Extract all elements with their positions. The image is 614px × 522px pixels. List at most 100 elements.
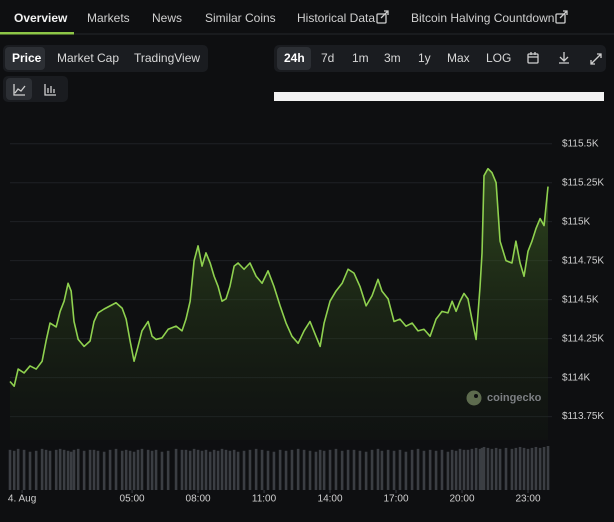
volume-bar bbox=[12, 450, 16, 490]
tab[interactable]: News bbox=[152, 11, 182, 25]
range-button[interactable]: 3m bbox=[384, 51, 401, 65]
fullscreen-button[interactable] bbox=[590, 53, 602, 65]
volume-bar bbox=[474, 447, 478, 490]
volume-bar bbox=[228, 450, 232, 490]
volume-bar bbox=[454, 450, 458, 490]
tab[interactable]: Bitcoin Halving Countdown bbox=[411, 11, 554, 25]
tab[interactable]: Markets bbox=[87, 11, 130, 25]
calendar-button[interactable] bbox=[527, 52, 539, 64]
view-button[interactable]: Price bbox=[12, 51, 42, 65]
range-slider[interactable] bbox=[274, 92, 604, 101]
volume-bar bbox=[546, 446, 550, 490]
volume-bar bbox=[146, 449, 150, 490]
volume-bar bbox=[260, 449, 264, 490]
volume-bar bbox=[480, 447, 484, 490]
tab[interactable]: Historical Data bbox=[297, 11, 375, 25]
volume-bar bbox=[150, 450, 154, 490]
range-button[interactable]: 7d bbox=[321, 51, 334, 65]
x-tick-label: 08:00 bbox=[186, 494, 211, 505]
volume-bar bbox=[376, 448, 380, 490]
x-tick-label: 14:00 bbox=[318, 494, 343, 505]
volume-bar bbox=[522, 447, 526, 490]
external-link-icon bbox=[555, 10, 568, 24]
volume-bar bbox=[318, 449, 322, 490]
volume-bar bbox=[296, 448, 300, 490]
volume-bar bbox=[530, 447, 534, 490]
volume-bar bbox=[440, 449, 444, 490]
download-button[interactable] bbox=[559, 52, 569, 64]
tab[interactable]: Overview bbox=[14, 11, 68, 25]
volume-bar bbox=[136, 449, 140, 490]
volume-bar bbox=[54, 449, 58, 490]
volume-bar bbox=[204, 449, 208, 490]
volume-bar bbox=[66, 450, 70, 490]
volume-bar bbox=[486, 447, 490, 490]
volume-bar bbox=[174, 448, 178, 490]
volume-bar bbox=[132, 451, 136, 490]
volume-bar bbox=[184, 449, 188, 490]
watermark-logo bbox=[466, 390, 482, 406]
volume-bar bbox=[542, 446, 546, 490]
y-tick-label: $114.5K bbox=[562, 294, 599, 305]
volume-bar bbox=[216, 450, 220, 490]
volume-bar bbox=[160, 451, 164, 490]
volume-bar bbox=[140, 448, 144, 490]
view-button[interactable]: Market Cap bbox=[57, 51, 119, 65]
volume-bar bbox=[62, 449, 66, 490]
volume-bar bbox=[242, 450, 246, 490]
volume-bar bbox=[494, 447, 498, 490]
volume-bar bbox=[34, 450, 38, 490]
volume-bar bbox=[416, 448, 420, 490]
volume-bar bbox=[392, 450, 396, 490]
volume-bar bbox=[358, 450, 362, 490]
y-tick-label: $114K bbox=[562, 372, 591, 383]
volume-bar bbox=[212, 449, 216, 490]
volume-bar bbox=[334, 448, 338, 490]
volume-bar bbox=[470, 448, 474, 490]
volume-bar bbox=[92, 449, 96, 490]
range-button[interactable]: 24h bbox=[284, 51, 305, 65]
watermark: coingecko bbox=[487, 392, 542, 404]
volume-bar bbox=[308, 450, 312, 490]
y-tick-label: $115K bbox=[562, 216, 591, 227]
volume-bar bbox=[114, 448, 118, 490]
volume-bar bbox=[154, 449, 158, 490]
range-button[interactable]: 1m bbox=[352, 51, 369, 65]
bar-chart-button[interactable] bbox=[44, 84, 56, 96]
x-tick-label: 17:00 bbox=[384, 494, 409, 505]
volume-bar bbox=[96, 450, 100, 490]
volume-bar bbox=[504, 447, 508, 490]
volume-bar bbox=[386, 449, 390, 490]
volume-bar bbox=[534, 446, 538, 490]
volume-bar bbox=[446, 451, 450, 490]
volume-bar bbox=[254, 448, 258, 490]
range-button[interactable]: 1y bbox=[418, 51, 431, 65]
external-link-icon bbox=[376, 10, 389, 24]
volume-bar bbox=[364, 451, 368, 490]
volume-bar bbox=[44, 449, 48, 490]
tab[interactable]: Similar Coins bbox=[205, 11, 276, 25]
volume-bar bbox=[482, 446, 486, 490]
volume-bar bbox=[458, 448, 462, 490]
volume-bar bbox=[232, 449, 236, 490]
volume-bar bbox=[88, 449, 92, 490]
y-tick-label: $114.75K bbox=[562, 255, 604, 266]
volume-bar bbox=[272, 451, 276, 490]
volume-bar bbox=[76, 448, 80, 490]
line-chart-button[interactable] bbox=[13, 84, 26, 96]
active-range bbox=[277, 47, 311, 70]
volume-bar bbox=[380, 450, 384, 490]
volume-bar bbox=[188, 450, 192, 490]
volume-bar bbox=[346, 449, 350, 490]
volume-bar bbox=[124, 449, 128, 490]
volume-bar bbox=[236, 451, 240, 490]
volume-bar bbox=[410, 449, 414, 490]
range-button[interactable]: Max bbox=[447, 51, 470, 65]
volume-bar bbox=[352, 449, 356, 490]
volume-bar bbox=[322, 450, 326, 490]
volume-bar bbox=[69, 451, 73, 490]
view-button[interactable]: TradingView bbox=[134, 51, 200, 65]
volume-bar bbox=[398, 449, 402, 490]
volume-bar bbox=[196, 449, 200, 490]
range-button[interactable]: LOG bbox=[486, 51, 511, 65]
